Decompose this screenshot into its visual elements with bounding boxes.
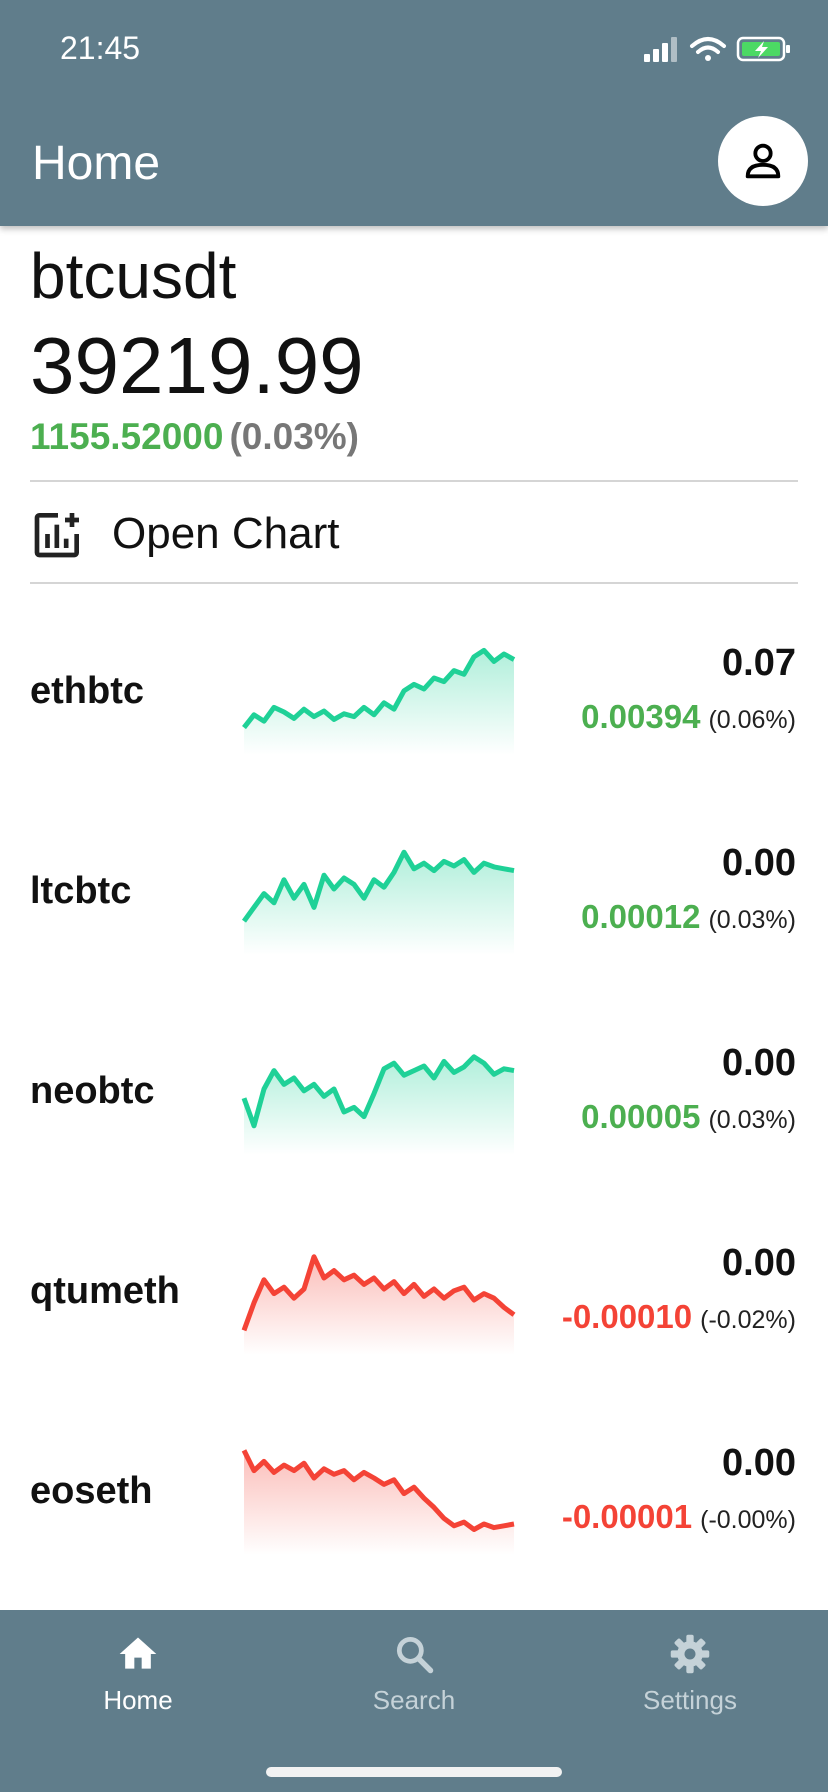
pair-change-percent: (0.03%) xyxy=(708,906,796,934)
pair-change-value: 0.00012 xyxy=(581,898,701,935)
pair-price: 0.00 xyxy=(722,842,796,884)
pair-name: ethbtc xyxy=(30,670,144,712)
list-item-qtumeth[interactable]: qtumeth 0.00 -0.00010 (-0.02%) xyxy=(0,1190,828,1390)
pair-change: 0.00394 (0.06%) xyxy=(581,698,796,736)
pair-name: neobtc xyxy=(30,1070,155,1112)
pair-change: 0.00005 (0.03%) xyxy=(581,1098,796,1136)
nav-search[interactable]: Search xyxy=(314,1632,514,1716)
sparkline-area xyxy=(244,1056,514,1155)
pair-change-percent: (-0.02%) xyxy=(700,1306,796,1334)
home-icon xyxy=(119,1637,157,1669)
open-chart-label: Open Chart xyxy=(112,509,340,558)
pair-change-value: 0.00005 xyxy=(581,1098,701,1135)
search-icon xyxy=(396,1636,434,1674)
sparkline xyxy=(241,849,515,955)
nav-settings-label: Settings xyxy=(643,1685,737,1715)
pair-price: 0.07 xyxy=(722,642,796,684)
ticker-symbol: btcusdt xyxy=(30,240,237,312)
add-chart-icon xyxy=(34,513,79,558)
pair-change-percent: (0.06%) xyxy=(708,706,796,734)
pair-price: 0.00 xyxy=(722,1442,796,1484)
sparkline-area xyxy=(244,650,514,755)
divider xyxy=(30,582,798,584)
status-time: 21:45 xyxy=(60,30,141,66)
gear-icon xyxy=(670,1634,710,1674)
page-title: Home xyxy=(32,137,161,190)
pair-price: 0.00 xyxy=(722,1042,796,1084)
pair-change-percent: (-0.00%) xyxy=(700,1506,796,1534)
sparkline-area xyxy=(244,852,514,955)
app-bar: 21:45 Home xyxy=(0,0,828,226)
sparkline xyxy=(241,1254,516,1355)
ticker-change-value: 1155.52000 xyxy=(30,416,224,457)
sparkline xyxy=(241,1054,515,1155)
nav-home[interactable]: Home xyxy=(38,1632,238,1716)
bottom-navigation: Home Search Settings xyxy=(0,1610,828,1792)
pair-change-value: -0.00001 xyxy=(561,1498,693,1535)
sparkline-line xyxy=(242,647,516,730)
nav-settings[interactable]: Settings xyxy=(590,1632,790,1716)
pair-change: -0.00010 (-0.02%) xyxy=(562,1298,796,1336)
pair-price: 0.00 xyxy=(722,1242,796,1284)
signal-icon xyxy=(644,37,677,62)
list-item-eoseth[interactable]: eoseth 0.00 -0.00001 (-0.00%) xyxy=(0,1390,828,1590)
sparkline-line xyxy=(241,849,515,923)
person-icon xyxy=(745,143,781,179)
list-item-ltcbtc[interactable]: ltcbtc 0.00 0.00012 (0.03%) xyxy=(0,790,828,990)
sparkline-area xyxy=(244,1256,514,1355)
ticker-change-percent: (0.03%) xyxy=(229,416,359,457)
list-item-neobtc[interactable]: neobtc 0.00 0.00005 (0.03%) xyxy=(0,990,828,1190)
sparkline-line xyxy=(241,1449,515,1532)
pair-name: qtumeth xyxy=(30,1270,180,1312)
sparkline xyxy=(242,647,516,755)
nav-home-label: Home xyxy=(103,1685,173,1715)
list-item-ethbtc[interactable]: ethbtc 0.07 0.00394 (0.06%) xyxy=(0,590,828,790)
pair-name: eoseth xyxy=(30,1470,153,1512)
pair-change-percent: (0.03%) xyxy=(708,1106,796,1134)
pair-change: -0.00001 (-0.00%) xyxy=(562,1498,796,1536)
open-chart-button[interactable]: Open Chart xyxy=(30,484,798,584)
pair-change: 0.00012 (0.03%) xyxy=(581,898,796,936)
nav-search-label: Search xyxy=(372,1685,456,1715)
wifi-icon xyxy=(690,37,726,61)
pair-change-value: -0.00010 xyxy=(561,1298,693,1335)
profile-button[interactable] xyxy=(718,116,808,206)
divider xyxy=(30,480,798,482)
sparkline-line xyxy=(241,1054,515,1129)
pair-change-value: 0.00394 xyxy=(581,698,701,735)
home-indicator xyxy=(266,1767,562,1777)
ticker-price: 39219.99 xyxy=(30,321,364,410)
pair-name: ltcbtc xyxy=(30,870,132,912)
ticker-change: 1155.52000 (0.03%) xyxy=(30,414,359,460)
battery-icon xyxy=(736,36,790,62)
sparkline-line xyxy=(241,1254,516,1332)
sparkline xyxy=(241,1449,515,1555)
status-icons xyxy=(644,36,790,62)
